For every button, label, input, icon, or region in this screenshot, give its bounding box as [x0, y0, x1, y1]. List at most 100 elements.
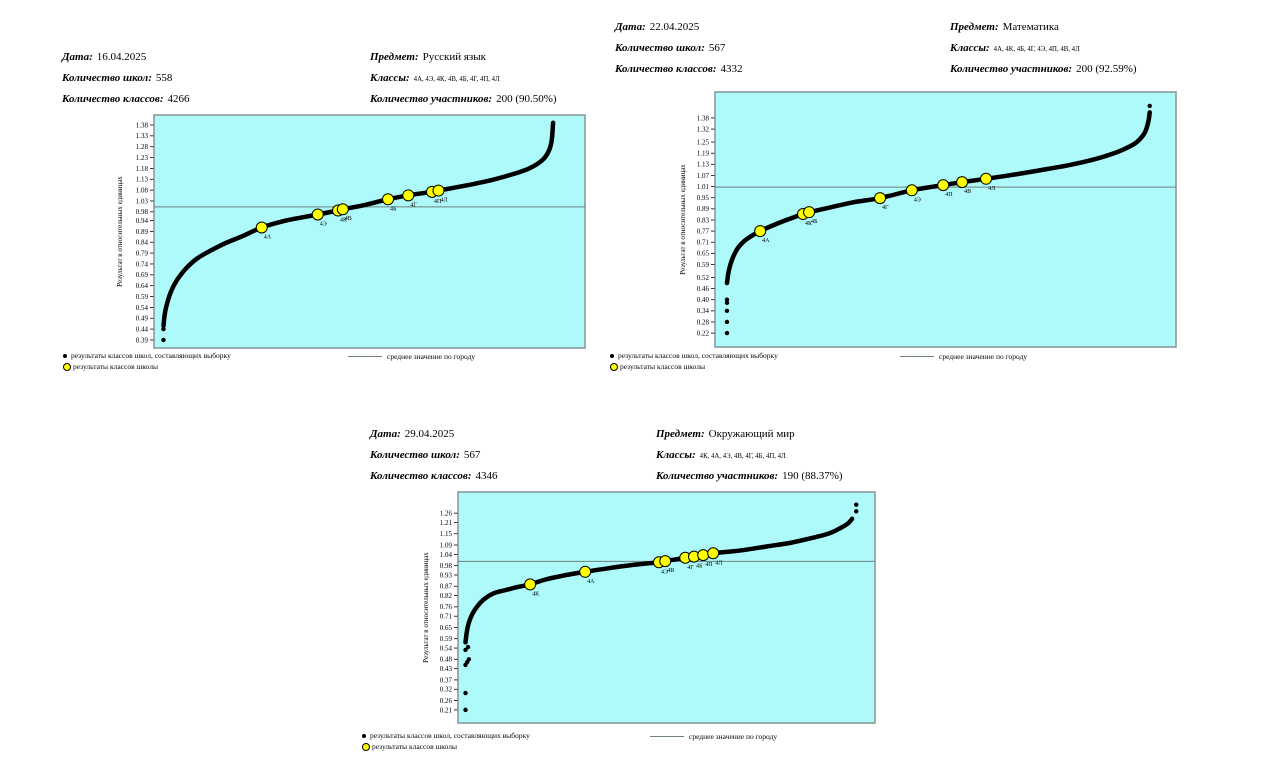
school-point: [311, 208, 324, 221]
participants-value: 200 (90.50%): [496, 93, 557, 105]
y-tick-label: 1.38: [697, 114, 710, 122]
y-tick-label: 1.28: [136, 143, 149, 151]
y-tick-label: 0.52: [697, 274, 710, 282]
subject-row: Предмет: Окружающий мир: [656, 424, 843, 445]
school-point-label: 4Б: [696, 564, 703, 570]
y-tick-label: 1.15: [440, 530, 453, 538]
school-point: [803, 206, 816, 219]
outlier-dot: [161, 326, 166, 332]
outlier-dot: [854, 509, 859, 514]
school-point: [874, 192, 887, 205]
y-tick-label: 1.38: [136, 121, 149, 129]
date-label: Дата:: [62, 51, 93, 63]
school-point-label: 4Б: [811, 219, 818, 225]
sample-dot-icon: [610, 353, 614, 358]
y-tick-label: 0.59: [440, 635, 453, 643]
subject-label: Предмет:: [950, 21, 999, 33]
classes-row: Классы: 4А, 4Э, 4К, 4В, 4Б, 4Г, 4П, 4Л: [370, 68, 557, 89]
date-row: Дата: 29.04.2025: [370, 424, 498, 445]
y-tick-label: 1.09: [440, 541, 453, 549]
participants-label: Количество участников:: [656, 470, 779, 482]
school-point-label: 4Г: [687, 565, 694, 571]
math-results-chart: 1.38 1.32 1.25 1.19 1.13 1.07 1.01 0.95 0.89 0.83…: [679, 91, 1177, 348]
y-tick-label: 0.71: [697, 239, 710, 247]
classes-count-label: Количество классов:: [62, 93, 164, 105]
y-tick-label: 0.64: [136, 282, 149, 290]
legend-sample-all-label: результаты классов школ, составляющих вы…: [370, 731, 530, 740]
russian-results-chart: 1.38 1.33 1.28 1.23 1.18 1.13 1.08 1.03 0.980.94…: [116, 114, 586, 349]
date-row: Дата: 16.04.2025: [62, 47, 190, 68]
outlier-dot: [724, 319, 730, 325]
y-tick-label: 1.21: [440, 519, 453, 527]
sample-dot-icon: [63, 353, 67, 358]
y-tick-label: 0.93: [440, 571, 453, 579]
school-point-label: 4Г: [882, 205, 889, 211]
outlier-dot: [463, 647, 468, 653]
school-point: [905, 184, 918, 197]
sample-dot-icon: [362, 733, 366, 738]
y-tick-label: 0.95: [697, 194, 710, 202]
y-tick-label: 0.94: [136, 217, 149, 225]
chart1-header-left: Дата: 16.04.2025 Количество школ: 558 Коли…: [62, 47, 190, 110]
y-tick-label: 0.82: [440, 592, 453, 600]
y-tick-label: 0.59: [697, 261, 710, 269]
y-tick-label: 1.18: [136, 165, 149, 173]
y-axis-title: Результат в относительных единицах: [116, 176, 124, 287]
school-point-label: 4Э: [661, 569, 668, 575]
school-point-label: 4Л: [715, 560, 722, 566]
classes-count-label: Количество классов:: [615, 63, 717, 75]
y-tick-label: 1.19: [697, 150, 710, 158]
chart2-header-left: Дата: 22.04.2025 Количество школ: 567 Коли…: [615, 17, 743, 80]
classes-count-row: Количество классов: 4332: [615, 59, 743, 80]
schools-count-value: 567: [463, 449, 481, 461]
legend-mean-label: среднее значение по городу: [689, 732, 778, 741]
legend-sample-school-label: результаты классов школы: [73, 362, 158, 371]
school-point: [937, 179, 950, 192]
school-point-label: 4Э: [320, 221, 327, 227]
y-tick-label: 1.33: [136, 132, 149, 140]
y-tick-label: 0.48: [440, 656, 453, 664]
y-tick-label: 0.84: [136, 239, 149, 247]
school-point: [707, 547, 720, 560]
school-point-label: 4П: [705, 562, 713, 568]
classes-value: 4А, 4Э, 4К, 4В, 4Б, 4Г, 4П, 4Л: [413, 76, 500, 83]
school-point-label: 4К: [340, 218, 348, 224]
outlier-dot: [161, 337, 166, 343]
school-dot-icon: [610, 362, 618, 371]
y-tick-label: 0.79: [136, 250, 149, 258]
mean-line-icon: [650, 736, 684, 737]
participants-value: 200 (92.59%): [1076, 63, 1137, 75]
participants-value: 190 (88.37%): [782, 470, 843, 482]
sample-results-curve: [161, 120, 556, 329]
classes-label: Классы:: [656, 449, 696, 461]
legend-sample-all-label: результаты классов школ, составляющих вы…: [618, 351, 778, 360]
school-dot-icon: [63, 362, 71, 371]
sample-results-curve: [463, 516, 855, 645]
classes-count-label: Количество классов:: [370, 470, 472, 482]
date-row: Дата: 22.04.2025: [615, 17, 743, 38]
school-point: [402, 189, 415, 202]
y-tick-label: 0.59: [136, 293, 149, 301]
y-tick-label: 1.04: [440, 551, 453, 559]
y-tick-label: 0.32: [440, 686, 453, 694]
date-label: Дата:: [615, 21, 646, 33]
date-value: 22.04.2025: [649, 21, 700, 33]
y-tick-label: 0.65: [440, 624, 453, 632]
y-tick-label: 1.23: [136, 154, 149, 162]
outlier-dot: [466, 657, 472, 662]
y-tick-label: 1.07: [697, 172, 710, 180]
schools-count-label: Количество школ:: [615, 42, 705, 54]
legend-sample-school: результаты классов школы: [610, 361, 778, 372]
legend-mean: среднее значение по городу: [650, 731, 777, 742]
legend-sample-school: результаты классов школы: [63, 361, 231, 372]
y-tick-label: 0.89: [697, 205, 710, 213]
school-point-label: 4Б: [390, 206, 397, 212]
outlier-dot: [724, 300, 730, 306]
chart2-legend-mean: среднее значение по городу: [900, 351, 1027, 362]
subject-value: Русский язык: [422, 51, 487, 63]
y-tick-label: 0.22: [697, 329, 710, 337]
classes-row: Классы: 4А, 4К, 4Б, 4Г, 4Э, 4П, 4В, 4Л: [950, 38, 1137, 59]
subject-row: Предмет: Русский язык: [370, 47, 557, 68]
y-tick-label: 0.54: [440, 644, 453, 652]
participants-label: Количество участников:: [370, 93, 493, 105]
